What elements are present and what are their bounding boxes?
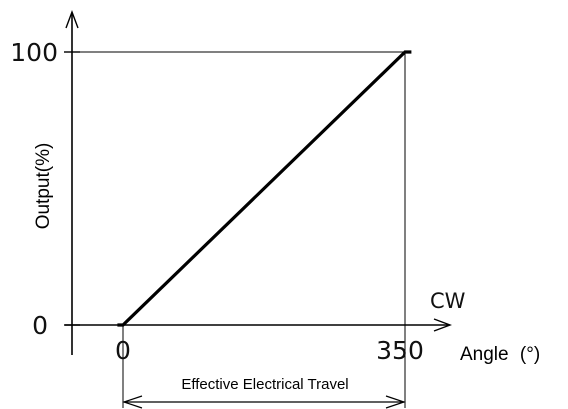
x-tick-label-0: 0: [115, 336, 131, 365]
y-axis-title: Output(%): [33, 143, 54, 230]
x-axis-title: Angle (°): [460, 344, 540, 365]
y-tick-label-0: 0: [32, 311, 48, 340]
span-arrow-left: [122, 395, 143, 409]
x-axis-arrowhead: [433, 318, 452, 332]
x-axis-title-name: Angle: [460, 344, 509, 365]
direction-label-cw: CW: [430, 289, 466, 313]
series-line-output: [117, 50, 412, 327]
y-axis-arrowhead: [65, 10, 79, 29]
span-arrow-right: [385, 395, 406, 409]
x-tick-label-350: 350: [376, 336, 424, 365]
y-tick-label-100: 100: [10, 38, 58, 67]
x-axis-title-unit: (°): [520, 344, 540, 365]
span-label: Effective Electrical Travel: [181, 376, 348, 393]
